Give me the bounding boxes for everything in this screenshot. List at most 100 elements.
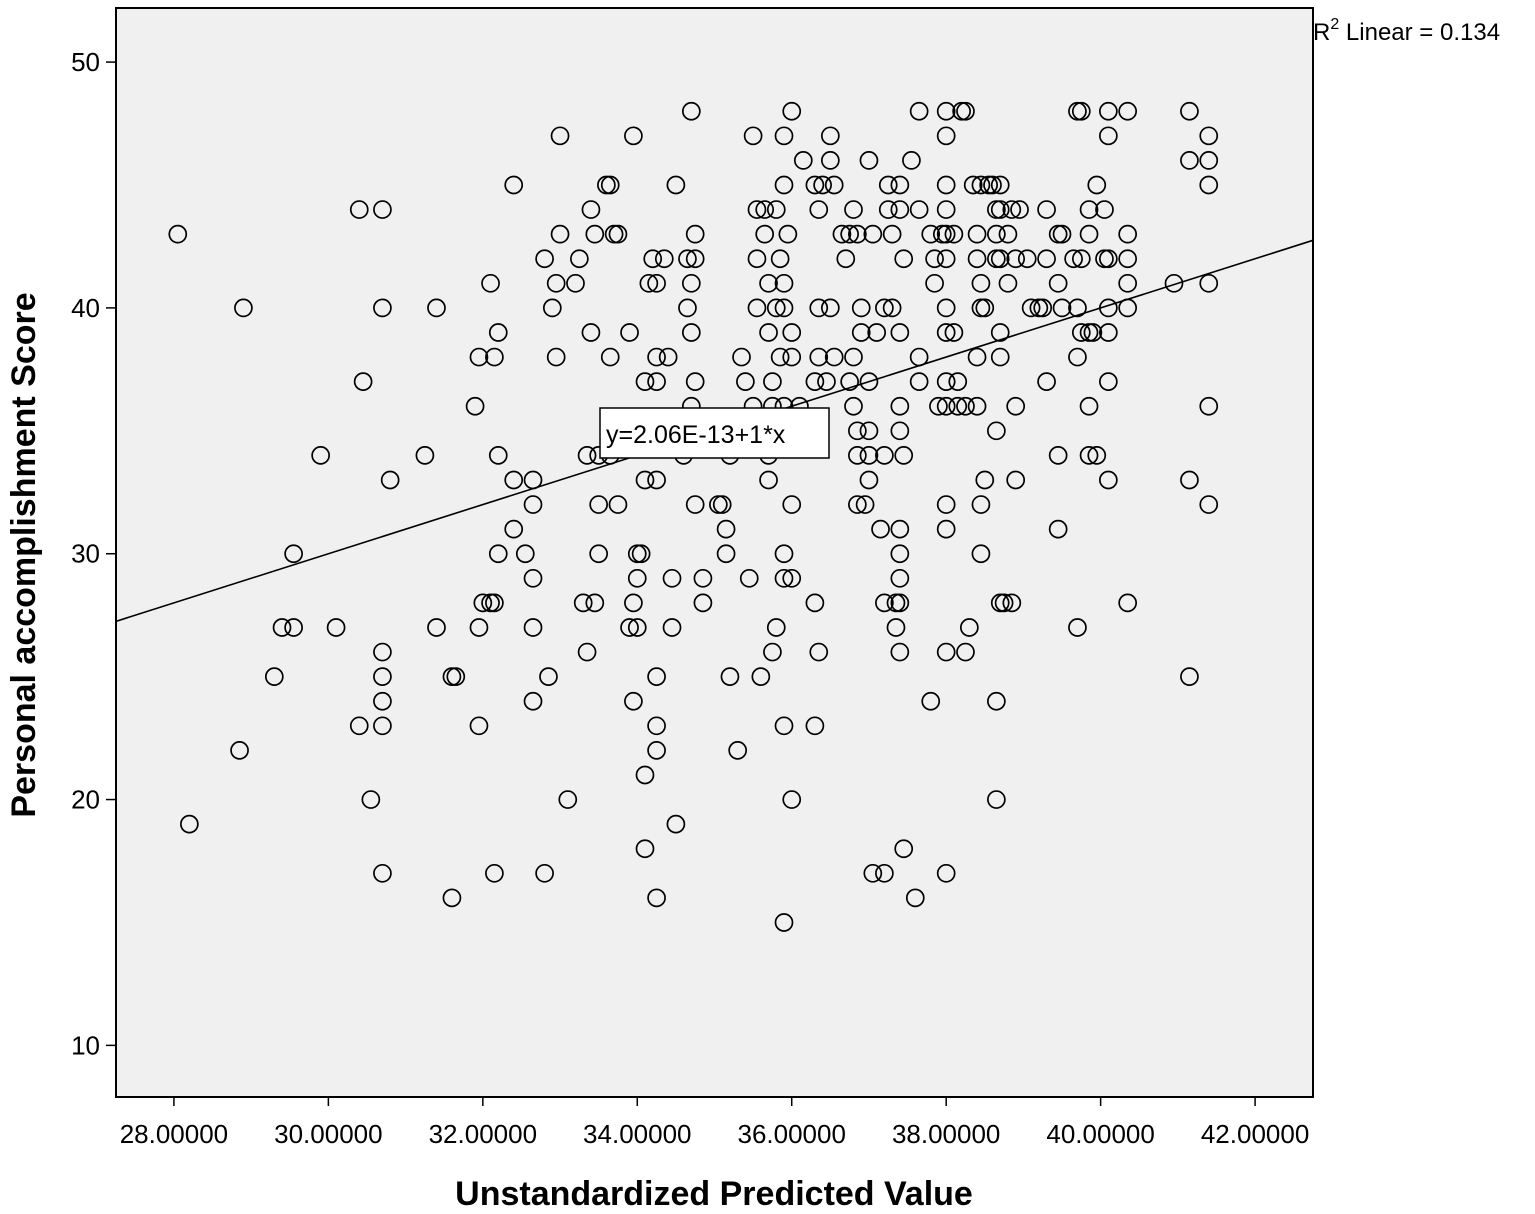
- data-point: [820, 298, 840, 318]
- data-point: [716, 544, 736, 564]
- data-point: [855, 495, 875, 514]
- data-point: [678, 249, 697, 269]
- data-point: [624, 126, 643, 146]
- data-point: [755, 224, 775, 244]
- data-point: [859, 446, 879, 465]
- data-point: [647, 372, 666, 392]
- data-point: [1118, 593, 1138, 613]
- data-point: [990, 347, 1010, 367]
- data-point: [967, 224, 987, 244]
- data-point: [442, 888, 462, 908]
- data-point: [284, 618, 303, 637]
- data-point: [875, 593, 894, 613]
- data-point: [716, 519, 736, 539]
- data-point: [809, 347, 829, 367]
- data-point: [1079, 200, 1099, 219]
- data-point: [608, 224, 628, 244]
- data-point: [168, 224, 188, 244]
- x-axis-title: Unstandardized Predicted Value: [455, 1175, 973, 1213]
- data-point: [990, 249, 1010, 269]
- data-point: [909, 200, 929, 219]
- data-point: [647, 716, 666, 736]
- data-point: [620, 323, 639, 342]
- data-point: [1052, 224, 1072, 244]
- data-point: [535, 249, 554, 269]
- data-point: [1199, 126, 1219, 146]
- data-point: [1199, 396, 1219, 416]
- data-point: [1002, 200, 1022, 219]
- data-point: [1037, 372, 1056, 392]
- data-point: [875, 298, 894, 318]
- data-point: [1048, 273, 1068, 293]
- x-tick-label: 40.00000: [1046, 1119, 1154, 1149]
- data-point: [1052, 298, 1072, 318]
- data-point: [836, 249, 856, 269]
- data-point: [546, 273, 566, 293]
- data-point: [693, 568, 713, 588]
- equation-box-frame: [599, 407, 830, 459]
- data-point: [577, 642, 597, 662]
- data-point: [361, 790, 381, 809]
- data-point: [936, 126, 956, 146]
- data-point: [766, 298, 786, 318]
- data-point: [1199, 151, 1219, 170]
- data-point: [824, 175, 844, 195]
- data-point: [851, 298, 871, 318]
- data-point: [488, 446, 508, 465]
- data-point: [987, 691, 1006, 711]
- data-point: [774, 913, 794, 932]
- data-point: [956, 396, 975, 416]
- data-point: [647, 273, 666, 293]
- data-point: [875, 863, 894, 883]
- data-point: [349, 716, 369, 736]
- data-point: [882, 224, 902, 244]
- data-point: [581, 200, 601, 219]
- data-point: [971, 273, 991, 293]
- data-point: [1002, 593, 1022, 613]
- data-point: [894, 839, 914, 859]
- data-point: [504, 519, 524, 539]
- data-point: [469, 347, 489, 367]
- data-point: [658, 347, 678, 367]
- data-point: [967, 347, 987, 367]
- data-point: [809, 298, 829, 318]
- data-point: [1037, 249, 1056, 269]
- data-point: [647, 470, 666, 490]
- data-point: [1099, 126, 1118, 146]
- data-point: [1099, 372, 1118, 392]
- data-point: [890, 421, 910, 441]
- data-point: [373, 863, 392, 883]
- data-point: [647, 667, 666, 686]
- data-point: [647, 888, 666, 908]
- data-point: [990, 323, 1010, 342]
- data-point: [326, 618, 346, 637]
- data-point: [732, 347, 751, 367]
- data-point: [1199, 273, 1219, 293]
- data-point: [589, 544, 609, 564]
- data-point: [936, 200, 956, 219]
- data-point: [774, 298, 794, 318]
- data-point: [712, 495, 732, 514]
- data-point: [848, 421, 867, 441]
- data-point: [971, 175, 991, 195]
- data-point: [759, 273, 778, 293]
- data-point: [809, 200, 829, 219]
- data-point: [573, 593, 593, 613]
- data-point: [890, 544, 910, 564]
- data-point: [998, 224, 1018, 244]
- data-point: [747, 298, 767, 318]
- data-point: [465, 396, 485, 416]
- data-point: [774, 273, 794, 293]
- data-point: [1118, 249, 1138, 269]
- data-point: [994, 593, 1014, 613]
- data-point: [1087, 446, 1107, 465]
- data-point: [180, 814, 199, 834]
- data-point: [639, 273, 659, 293]
- data-point: [782, 101, 802, 121]
- data-point: [535, 863, 554, 883]
- data-point: [863, 224, 883, 244]
- y-tick-label: 50: [71, 47, 100, 77]
- data-point: [782, 790, 802, 809]
- data-point: [515, 544, 535, 564]
